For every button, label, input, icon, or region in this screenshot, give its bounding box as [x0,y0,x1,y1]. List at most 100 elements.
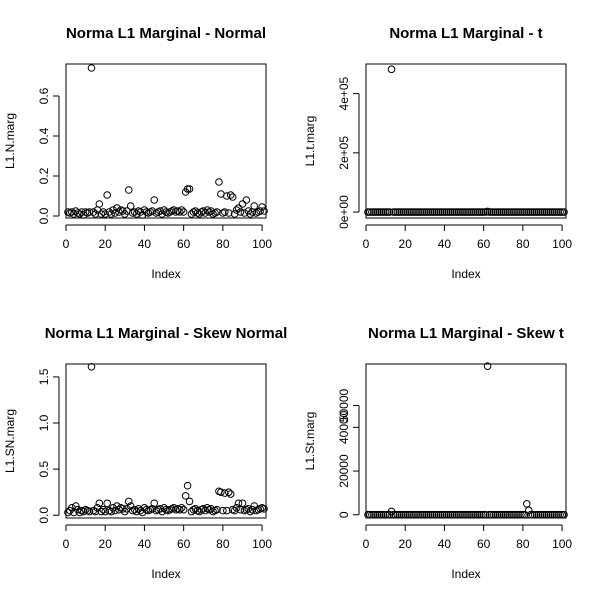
data-point [224,488,233,496]
data-point [256,207,264,215]
data-point [89,208,98,216]
data-point [130,505,139,514]
data-point [421,510,429,519]
data-point [517,510,525,519]
data-point [224,209,233,217]
data-point [485,208,494,216]
data-point [389,208,398,216]
data-point [491,208,500,216]
data-point [481,510,490,519]
data-point [495,208,504,216]
data-point [489,208,498,216]
data-point [366,208,374,216]
x-tick-label: 80 [516,537,530,551]
data-point [458,510,466,519]
x-tick-label: 80 [216,237,230,251]
data-point [479,208,488,216]
data-point [532,208,541,216]
data-point [524,506,533,515]
data-point [87,362,96,371]
data-point [113,204,121,212]
data-point [399,208,408,216]
panel-t: Norma L1 Marginal - t Index L1.t.marg 0 2… [303,25,572,281]
plot-frame [65,363,267,519]
data-point [503,510,511,519]
data-point [226,490,235,498]
data-point [556,208,564,216]
data-point [72,502,80,510]
data-point [377,510,386,519]
data-point [462,510,470,519]
data-point [103,499,111,508]
data-point [373,208,382,216]
data-point [450,208,459,216]
data-point [417,208,425,216]
data-point [483,362,492,370]
data-point [424,208,433,216]
x-tick-label: 40 [138,237,152,251]
chart-title: Norma L1 Marginal - Normal [66,25,266,42]
data-point [238,200,247,208]
data-point [475,208,484,216]
data-point [368,208,376,216]
data-point [377,208,386,216]
data-point [364,208,372,216]
data-point [426,208,435,216]
data-point [368,510,376,519]
x-tick-label: 60 [177,237,191,251]
x-tick-label: 0 [63,237,70,251]
y-tick-label: 4e+05 [337,76,351,110]
data-point [248,505,257,514]
data-point [448,208,457,216]
data-point [521,510,529,519]
data-point [452,208,460,216]
data-point [260,504,268,513]
x-tick-label: 60 [477,537,491,551]
data-point [130,208,139,216]
data-point [97,507,106,516]
data-point [250,202,259,210]
data-point [470,208,478,216]
data-point [528,208,537,216]
data-point [521,208,529,216]
data-point [242,196,251,204]
y-axis-label: L1.N.marg [3,113,17,169]
x-tick-label: 80 [516,237,530,251]
data-point [487,208,496,216]
data-point [526,208,535,216]
y-tick-label: 50000 [337,388,351,422]
x-tick-label: 40 [438,537,452,551]
data-point [456,510,464,519]
data-point [432,208,441,216]
data-point [101,507,110,516]
x-axis-label: Index [151,567,180,581]
data-point [456,208,464,216]
data-point [177,206,186,214]
data-point [538,208,547,216]
data-point [560,510,568,519]
data-point [552,510,560,519]
data-point [413,208,421,216]
data-point [554,208,562,216]
data-point [238,499,247,508]
data-point [185,185,194,193]
data-point [544,208,553,216]
data-point [558,510,566,519]
chart-title: Norma L1 Marginal - t [389,25,542,42]
data-point [428,208,437,216]
data-point [179,505,188,514]
data-point [452,510,460,519]
data-point [409,208,417,216]
data-point [85,507,94,516]
data-point [540,208,549,216]
data-point [150,499,159,508]
data-point [97,210,106,218]
data-point [536,510,545,519]
data-point [477,208,486,216]
data-point [509,510,517,519]
data-point [213,208,221,216]
y-axis-label: L1.St.marg [303,412,317,471]
x-tick-label: 20 [99,537,113,551]
data-point [497,208,506,216]
data-point [515,208,523,216]
